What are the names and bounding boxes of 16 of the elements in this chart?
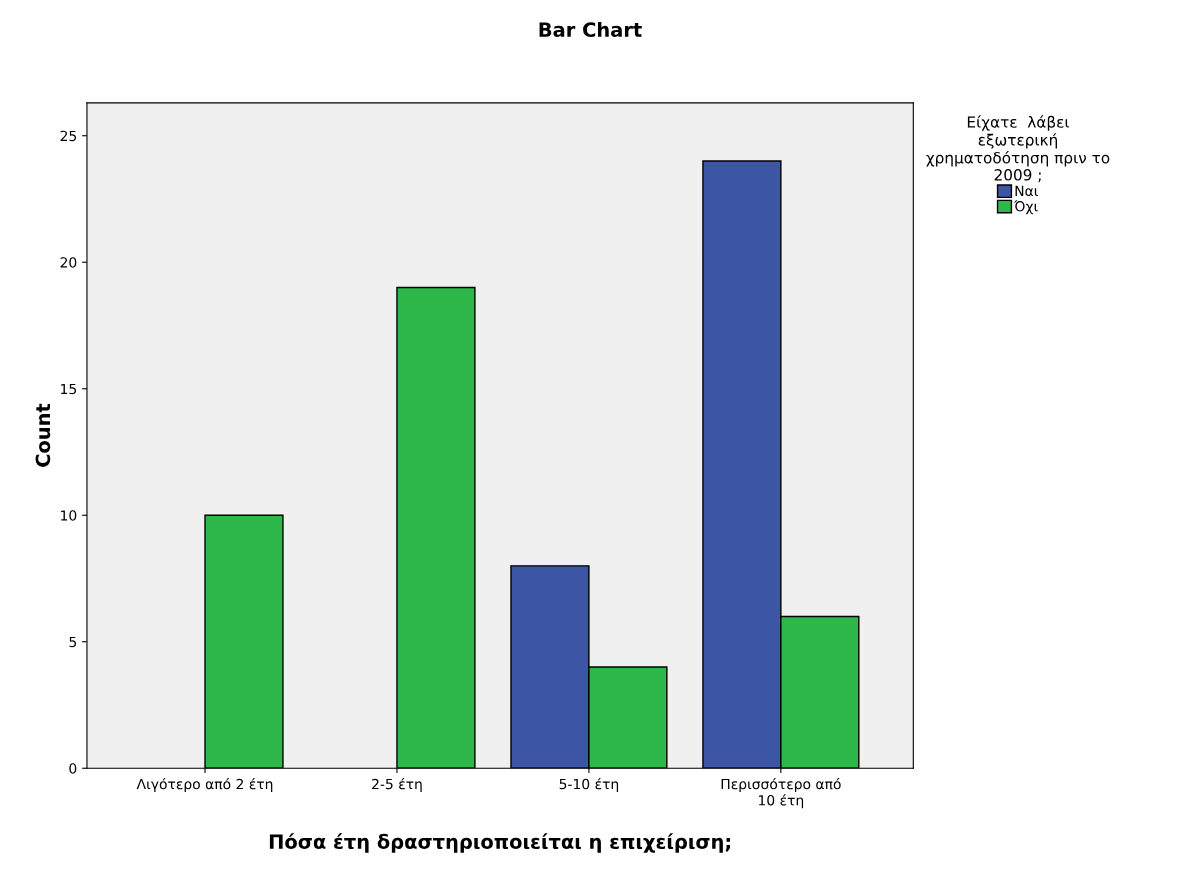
y-tick-label: 20: [60, 257, 77, 268]
y-tick-label: 15: [61, 383, 77, 395]
x-axis-title: Πόσα έτη δραστηριοποιείται η επιχείριση;: [269, 833, 730, 853]
y-tick-label: 10: [61, 510, 77, 521]
x-tick-label: Περισσότερο από 10 έτη: [721, 777, 841, 809]
x-tick-label: 5-10 έτη: [559, 777, 619, 792]
y-tick-label: 0: [69, 763, 77, 774]
chart-title: Bar Chart: [539, 21, 642, 38]
legend-title: Είχατε λάβει εξωτερική χρηματοδότηση πριν το 2009 ;: [926, 115, 1110, 183]
y-tick-label: 5: [69, 636, 77, 648]
x-tick-label: 2-5 έτη: [372, 777, 422, 792]
legend-label: Ναι: [1015, 185, 1038, 197]
legend-label: Όχι: [1014, 200, 1038, 215]
y-tick-label: 25: [60, 130, 77, 142]
y-axis-title: Count: [35, 403, 51, 467]
x-tick-label: Λιγότερο από 2 έτη: [136, 777, 273, 792]
